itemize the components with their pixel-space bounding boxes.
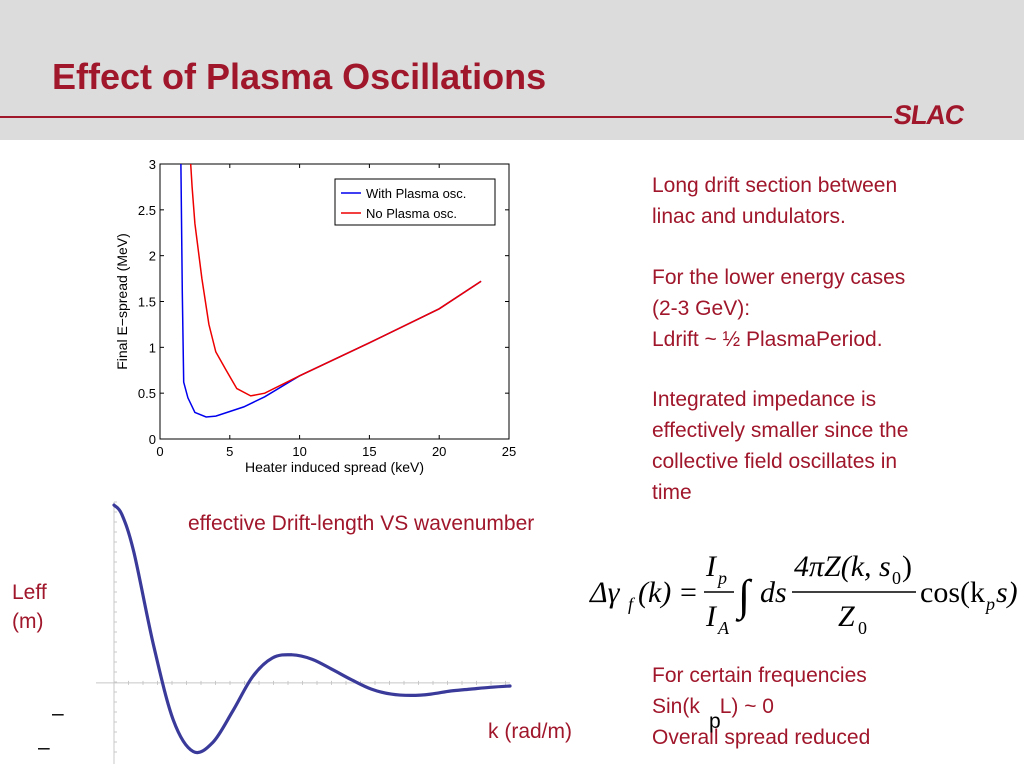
text-line: For the lower energy cases (652, 266, 906, 289)
text-line: For certain frequencies (652, 664, 867, 687)
y-tick-label: 3 (149, 157, 156, 172)
text-line: time (652, 481, 692, 504)
eq-num-sub: 0 (892, 568, 901, 588)
eq-lhs: Δγ (589, 576, 621, 609)
x-axis-label: Heater induced spread (keV) (245, 459, 424, 475)
eq-num-end: ) (902, 550, 912, 583)
eq-cos-sub: p (984, 594, 995, 614)
subscript-p: p (709, 710, 721, 733)
legend-label-1: With Plasma osc. (366, 186, 466, 201)
paragraph-frequencies: For certain frequencies Sin(k L) ~ 0 Ove… (652, 660, 992, 753)
text-line: Overall spread reduced (652, 726, 871, 749)
eq-cos-end: s) (996, 576, 1018, 609)
drift-chart-title: effective Drift-length VS wavenumber (188, 512, 535, 535)
sin-prefix: Sin(k (652, 695, 700, 718)
x-tick-label: 0 (156, 444, 163, 459)
y-tick-dash-1: – (52, 702, 64, 725)
energy-spread-chart: 0 5 10 15 20 25 0 0.5 1 1.5 2 2.5 3 Heater induced sp… (114, 157, 516, 475)
series-line-2 (189, 163, 482, 397)
eq-ia-sub: A (717, 618, 730, 638)
y-tick-label: 1 (149, 340, 156, 355)
eq-cos: cos(k (920, 576, 985, 609)
eq-numerator: 4πZ(k, s (794, 550, 891, 583)
leff-axis-label: Leff (m) (12, 581, 47, 633)
text-line: linac and undulators. (652, 205, 846, 228)
x-tick-label: 10 (292, 444, 306, 459)
legend-label-2: No Plasma osc. (366, 206, 457, 221)
energy-spread-equation: Δγ f (k) = I p I A ∫ ds 4πZ(k, s 0 ) Z 0… (589, 550, 1018, 638)
header-divider (0, 116, 892, 118)
leff-curve (112, 503, 512, 755)
y-tick-label: 2.5 (138, 203, 156, 218)
eq-equals: = (680, 576, 697, 609)
eq-ip-sub: p (716, 568, 727, 588)
k-axis-label: k (rad/m) (488, 720, 572, 743)
text-line: Sin(k L) ~ 0 (652, 691, 992, 722)
y-tick-label: 1.5 (138, 295, 156, 310)
slide-title: Effect of Plasma Oscillations (52, 56, 547, 97)
y-tick-dash-2: – (38, 736, 50, 759)
sin-suffix: L) ~ 0 (713, 695, 774, 718)
text-line: Long drift section between (652, 174, 898, 197)
eq-den-sub: 0 (858, 618, 867, 638)
text-line: (2-3 GeV): (652, 297, 751, 320)
legend-box (334, 178, 496, 226)
paragraph-low-energy: For the lower energy cases (2-3 GeV): Ld… (652, 262, 992, 355)
x-tick-label: 25 (502, 444, 516, 459)
y-tick-label: 0.5 (138, 386, 156, 401)
x-tick-label: 5 (226, 444, 233, 459)
slac-logo: SLAC (891, 100, 966, 130)
paragraph-impedance: Integrated impedance is effectively smal… (652, 384, 992, 508)
drift-length-chart (96, 501, 512, 764)
chart-legend: With Plasma osc. No Plasma osc. (334, 178, 496, 226)
eq-ds: ds (760, 576, 787, 609)
y-tick-label: 0 (149, 432, 156, 447)
y-tick-label: 2 (149, 249, 156, 264)
eq-lhs-sub: f (628, 594, 636, 614)
x-tick-label: 20 (432, 444, 446, 459)
eq-ia: I (705, 600, 718, 633)
eq-ip: I (705, 550, 718, 583)
text-line: Ldrift ~ ½ PlasmaPeriod. (652, 328, 883, 351)
text-line: collective field oscillates in (652, 450, 898, 473)
eq-denominator: Z (838, 600, 855, 633)
y-axis-label: Final E−spread (MeV) (114, 233, 130, 370)
eq-lhs-arg: (k) (638, 576, 671, 609)
x-tick-label: 15 (362, 444, 376, 459)
plot-panel: 0 5 10 15 20 25 0 0.5 1 1.5 2 2.5 3 Heater induced sp… (102, 140, 550, 480)
paragraph-drift-section: Long drift section between linac and und… (652, 170, 992, 232)
text-line: effectively smaller since the (652, 419, 909, 442)
text-line: Integrated impedance is (652, 388, 877, 411)
eq-integral: ∫ (735, 571, 753, 622)
